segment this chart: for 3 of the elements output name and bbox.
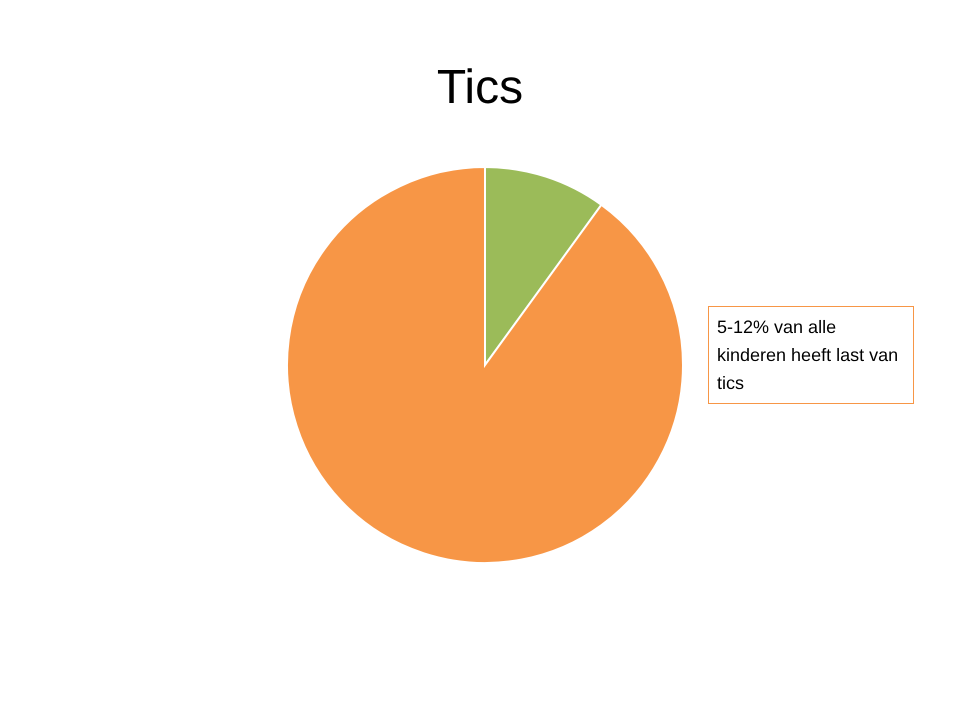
pie-slice	[286, 166, 684, 564]
chart-title: Tics	[436, 60, 524, 115]
text: 5-12% van alle kinderen heeft last van tics	[708, 306, 914, 404]
